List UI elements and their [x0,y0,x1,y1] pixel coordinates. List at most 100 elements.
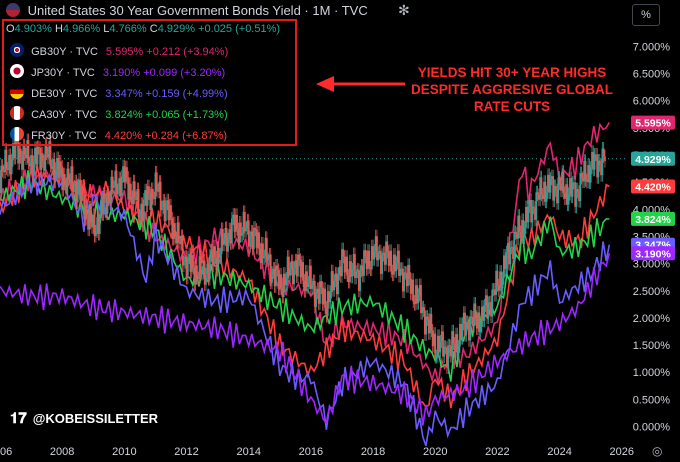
candle-body [260,243,263,263]
candle-body [223,239,226,245]
candle-body [427,319,430,334]
legend-row-fr30y[interactable]: FR30Y · TVC 4.420% +0.284 (+6.87%) [10,127,227,142]
candle-body [565,184,567,199]
candle-body [469,316,472,341]
candle-body [366,250,369,270]
candle-body [289,268,292,276]
candle-body [326,291,329,317]
candle-body [578,191,580,202]
candle-body [313,281,316,307]
candle-body [0,165,3,194]
percent-scale-button[interactable]: % [632,4,660,26]
candle-body [225,227,228,252]
candle-body [67,168,70,180]
candle-body [455,334,457,353]
candle-body [101,200,104,215]
candle-body [302,262,305,281]
candle-body [19,148,22,158]
candle-body [110,176,113,204]
x-tick-label: 2016 [299,446,323,458]
candle-body [93,214,96,237]
settings-icon[interactable]: ✻ [398,2,410,18]
candle-body [275,265,277,287]
candle-body [562,171,565,193]
candle-body [194,265,197,285]
candle-body [332,271,334,291]
series-line-jp30y [0,253,611,426]
candle-body [203,260,206,285]
candle-body [354,254,356,278]
last-value-label: 5.595% [635,118,671,130]
candle-body [72,190,75,192]
y-tick-label: 6.000% [633,96,671,108]
candle-body [8,154,10,170]
candle-body [109,199,112,204]
candle-body [479,326,482,332]
candle-body [394,254,396,272]
candle-body [131,197,134,204]
globe-icon[interactable]: ◎ [652,444,663,458]
candle-body [401,268,404,292]
candle-body [154,172,157,200]
candle-body [4,149,7,173]
candle-body [172,223,175,240]
candle-body [171,218,174,240]
candle-body [282,273,285,297]
candle-body [25,154,27,159]
candle-body [96,217,99,232]
candle-body [113,187,115,189]
candle-body [184,256,187,263]
candle-body [486,295,488,318]
candle-body [88,207,91,230]
ohlc-high: 4.966% [62,23,101,35]
candle-body [456,334,459,352]
candle-body [544,181,547,202]
candle-body [177,222,180,242]
candle-body [66,168,69,194]
candle-body [58,161,61,178]
candle-body [119,178,122,197]
candle-body [89,207,92,223]
candle-body [583,160,586,182]
uk-flag-icon [10,43,24,57]
candle-body [150,188,153,210]
legend-row-gb30y[interactable]: GB30Y · TVC 5.595% +0.212 (+3.94%) [10,43,228,58]
candle-body [490,302,492,317]
legend-row-jp30y[interactable]: JP30Y · TVC 3.190% +0.099 (+3.20%) [10,64,225,79]
candle-body [539,177,542,200]
candle-body [249,236,251,247]
y-tick-label: 0.000% [633,422,671,434]
candle-body [569,178,571,195]
candle-body [386,241,389,252]
legend-row-de30y[interactable]: DE30Y · TVC 3.347% +0.159 (+4.99%) [10,85,228,100]
candle-body [105,196,108,214]
candle-body [137,189,140,218]
candle-body [338,266,341,275]
japan-flag-icon [10,64,24,78]
candle-body [550,176,553,179]
candle-body [385,241,387,265]
candle-body [185,256,188,278]
x-tick-label: 2014 [236,446,260,458]
last-value-badge [631,151,675,166]
candle-body [387,251,390,266]
candle-body [193,267,196,285]
candle-body [18,148,21,164]
candle-body [575,189,578,207]
candle-body [522,219,525,238]
candle-body [447,345,450,368]
candle-body [65,183,67,194]
candle-body [281,288,284,297]
candle-body [21,157,23,170]
candle-body [448,345,451,347]
candle-body [9,154,12,175]
candle-body [585,180,588,182]
candle-body [76,187,79,203]
candle-body [164,203,167,222]
candle-body [528,200,531,207]
legend-row-ca30y[interactable]: CA30Y · TVC 3.824% +0.065 (+1.73%) [10,106,228,121]
candle-body [149,193,152,210]
candle-body [17,139,20,164]
candle-body [229,229,232,244]
candle-body [357,269,360,291]
